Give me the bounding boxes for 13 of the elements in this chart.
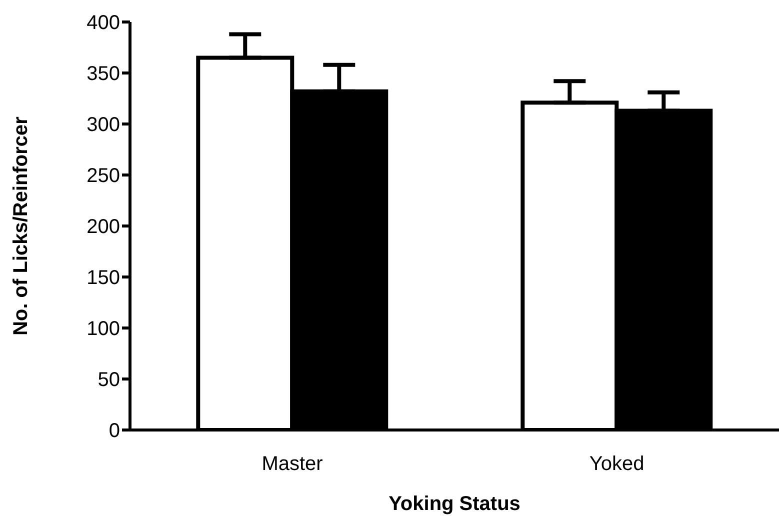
y-tick-label: 300 (86, 114, 120, 136)
y-tick-label: 50 (98, 369, 120, 392)
x-tick-label: Yoked (589, 453, 644, 476)
y-tick-label: 250 (86, 165, 120, 188)
x-axis-title: Yoking Status (388, 493, 520, 515)
y-tick-label: 150 (86, 267, 120, 290)
x-tick-label: Master (262, 453, 324, 476)
y-tick-label: 200 (86, 216, 120, 238)
y-tick-label: 350 (86, 63, 120, 86)
y-tick-label: 400 (86, 12, 120, 34)
y-tick-label: 100 (86, 318, 120, 340)
y-tick-label: 0 (108, 420, 120, 442)
y-axis-title: No. of Licks/Reinforcer (10, 116, 32, 336)
